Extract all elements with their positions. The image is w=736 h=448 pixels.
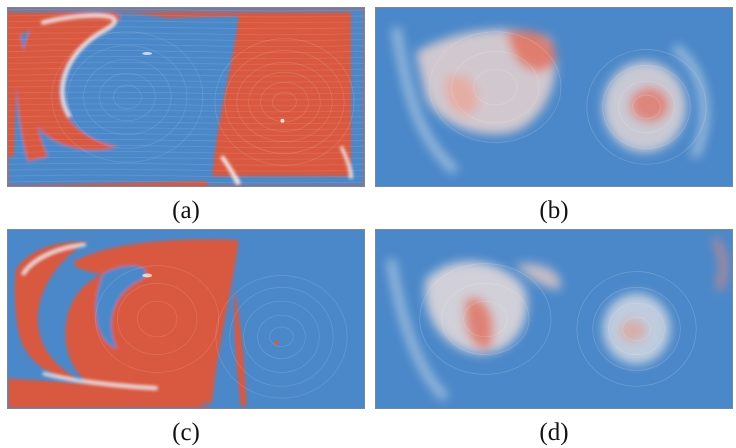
flow-visualization-c [7,229,365,409]
flow-field-c [8,230,364,408]
flow-visualization-a [7,7,365,187]
caption-d: (d) [539,419,569,446]
caption-a: (a) [172,197,200,224]
flow-field-d [376,230,732,408]
flow-field-b [376,8,732,186]
flow-field-a [8,8,364,186]
caption-c: (c) [172,419,200,446]
caption-b: (b) [539,197,569,224]
flow-visualization-d [375,229,733,409]
flow-visualization-b [375,7,733,187]
